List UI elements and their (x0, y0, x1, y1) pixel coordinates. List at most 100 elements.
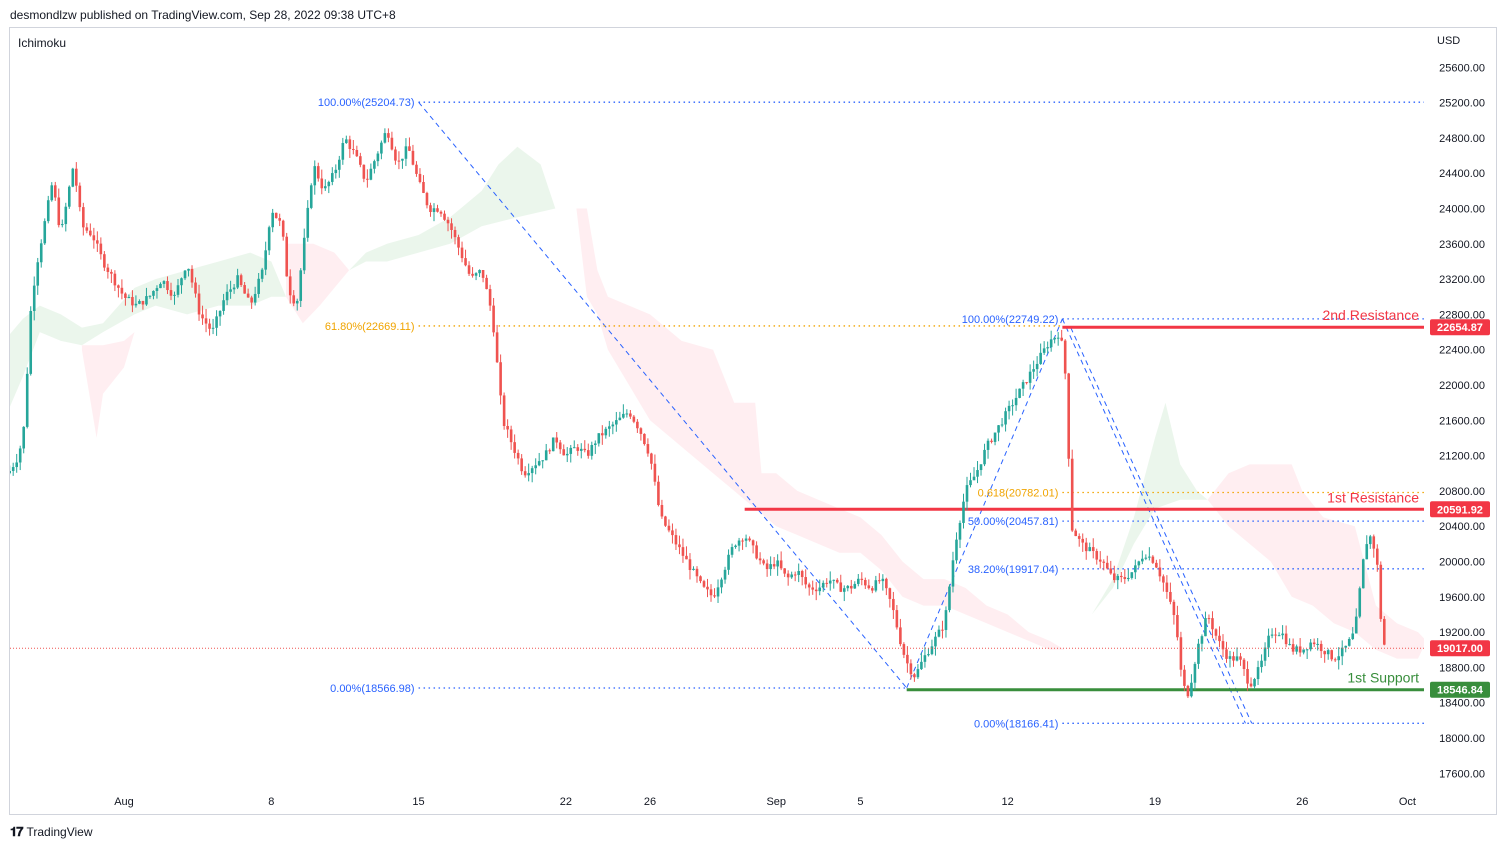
candle-body (1358, 588, 1362, 617)
candle-body (141, 300, 145, 305)
candle-body (1340, 647, 1344, 657)
candle-body (1011, 405, 1014, 407)
candle-body (1361, 559, 1365, 589)
candle-body (1330, 650, 1333, 660)
candle-body (1190, 682, 1193, 697)
candle-body (779, 560, 783, 569)
candle-body (993, 432, 997, 442)
candle-body (969, 480, 972, 486)
candle-body (1162, 576, 1165, 583)
candle-body (839, 582, 843, 592)
candle-body (1316, 643, 1319, 645)
candle-body (657, 481, 660, 506)
candle-body (1225, 649, 1228, 659)
candle-body (18, 448, 22, 463)
candle-body (916, 669, 920, 678)
y-axis[interactable]: 17600.00 18000.00 18400.00 18800.00 19200.00… (1439, 62, 1485, 780)
candle-body (1368, 536, 1372, 545)
indicator-label[interactable]: Ichimoku (18, 36, 67, 50)
candle-body (625, 413, 629, 415)
candle-body (902, 644, 906, 655)
candle-body (643, 433, 646, 445)
candle-body (856, 578, 860, 584)
candle-body (1158, 567, 1162, 577)
x-axis[interactable]: Aug 8 15 22 26 Sep 5 12 19 26 Oct (114, 796, 1416, 808)
candle-body (162, 281, 166, 284)
candle-body (1007, 405, 1011, 412)
candle-body (148, 295, 152, 297)
candle-body (124, 293, 127, 298)
candle-body (43, 221, 47, 244)
candle-body (572, 447, 576, 449)
candle-body (825, 582, 829, 584)
candle-body (22, 426, 26, 449)
candle-body (281, 220, 285, 237)
candle-body (11, 467, 15, 471)
candle-body (944, 610, 948, 630)
candle-body (194, 282, 197, 294)
candle-body (674, 535, 678, 545)
candle-body (541, 460, 544, 462)
fib-trend-line (906, 318, 1063, 689)
candles (10, 128, 1424, 699)
candle-body (1232, 656, 1235, 661)
candle-body (548, 450, 552, 452)
candle-body (1014, 397, 1018, 406)
candle-body (769, 564, 772, 570)
x-tick-label: Oct (1399, 796, 1416, 808)
candle-body (832, 579, 836, 581)
candle-body (1176, 615, 1179, 638)
candle-body (225, 291, 229, 301)
candle-body (699, 576, 702, 582)
candle-body (681, 547, 685, 556)
candle-body (1004, 411, 1007, 425)
tradingview-logo-icon: 𝟏𝟕 (10, 824, 24, 839)
tradingview-footer[interactable]: 𝟏𝟕 TradingView (10, 824, 93, 840)
candle-body (1074, 530, 1078, 537)
candle-body (530, 468, 534, 474)
candle-body (983, 449, 986, 465)
candle-body (197, 293, 201, 315)
fib-trend-lines (418, 101, 1253, 724)
candle-body (1382, 618, 1386, 645)
candle-body (842, 588, 846, 592)
candle-body (425, 192, 429, 206)
candle-body (1119, 575, 1123, 578)
candle-body (660, 505, 664, 517)
candle-body (1169, 591, 1172, 602)
kumo-segment (349, 146, 577, 271)
candle-body (439, 211, 443, 214)
candle-body (1309, 642, 1312, 650)
candle-body (320, 178, 324, 189)
kumo-segment (576, 208, 1065, 650)
candle-body (232, 287, 236, 290)
candle-body (1193, 663, 1197, 683)
candle-body (776, 560, 779, 567)
candle-body (450, 223, 453, 230)
candle-body (1354, 616, 1358, 634)
candle-body (611, 424, 615, 427)
kumo-segment (1064, 402, 1208, 650)
candle-body (1323, 651, 1326, 655)
candle-body (937, 629, 941, 637)
y-tick-label: 24400.00 (1439, 168, 1485, 180)
candle-body (632, 416, 636, 422)
candle-body (295, 300, 299, 304)
candle-body (874, 580, 878, 591)
candle-body (285, 236, 289, 277)
candle-body (786, 573, 790, 578)
candle-body (359, 156, 362, 165)
candle-body (138, 300, 141, 304)
candle-body (373, 161, 376, 169)
candle-body (1035, 363, 1039, 370)
candle-body (1221, 641, 1225, 650)
y-tick-label: 19200.00 (1439, 627, 1485, 639)
candle-body (1137, 561, 1141, 566)
candle-body (46, 200, 50, 222)
candle-body (348, 139, 352, 149)
candle-body (253, 293, 257, 303)
candle-body (145, 296, 148, 305)
candle-body (1025, 382, 1028, 384)
candle-body (453, 229, 457, 238)
